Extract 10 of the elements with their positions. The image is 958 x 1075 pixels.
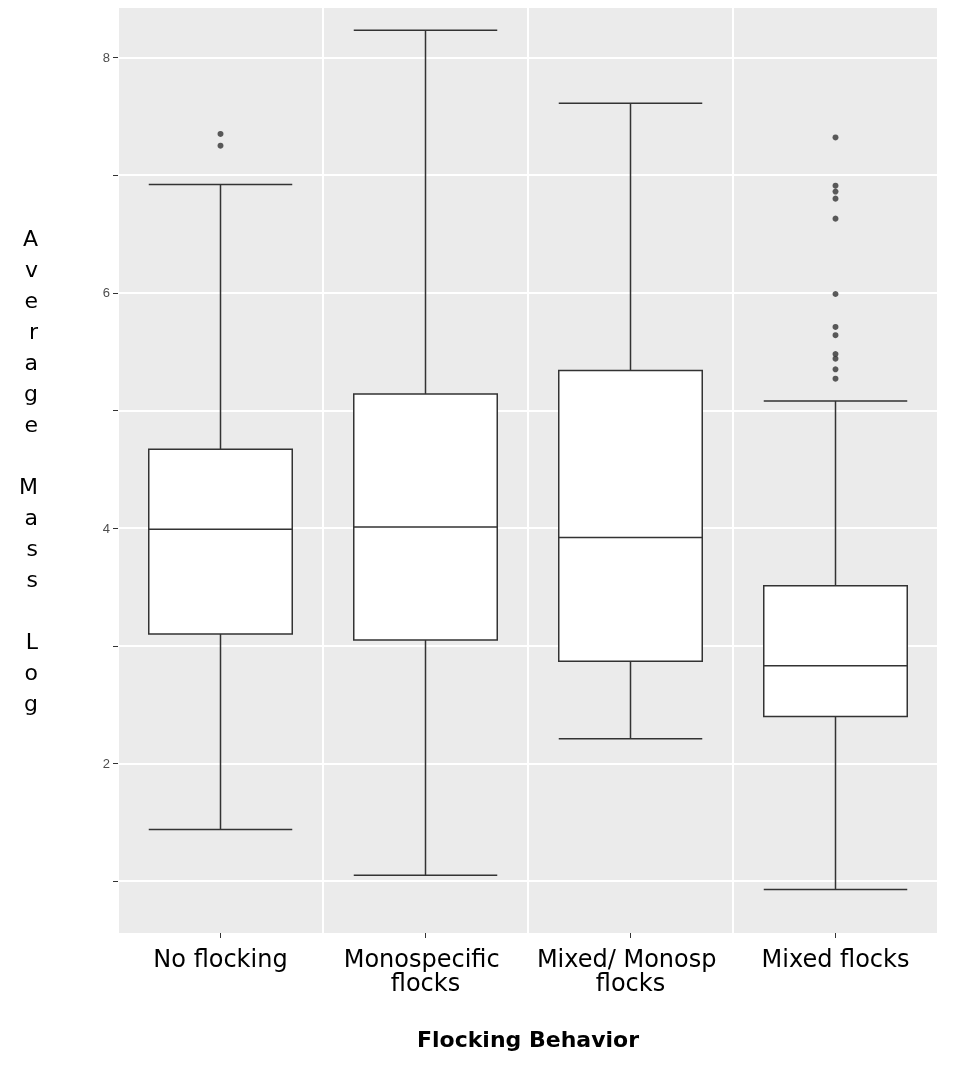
x-tick-label: Mixed flocks bbox=[761, 945, 910, 973]
y-tick-label: 6 bbox=[102, 285, 110, 301]
x-axis-title: Flocking Behavior bbox=[416, 1026, 640, 1052]
y-tick-label: 8 bbox=[102, 49, 110, 65]
y-tick-label: 4 bbox=[102, 520, 110, 536]
text: Average Mass Log bbox=[19, 225, 38, 716]
x-tick-label: Mixed/ Monosp flocks bbox=[536, 945, 725, 997]
x-tick-label: No flocking bbox=[153, 945, 288, 973]
x-tick-label: Monospecific flocks bbox=[343, 945, 508, 997]
y-tick-label: 2 bbox=[102, 756, 110, 772]
